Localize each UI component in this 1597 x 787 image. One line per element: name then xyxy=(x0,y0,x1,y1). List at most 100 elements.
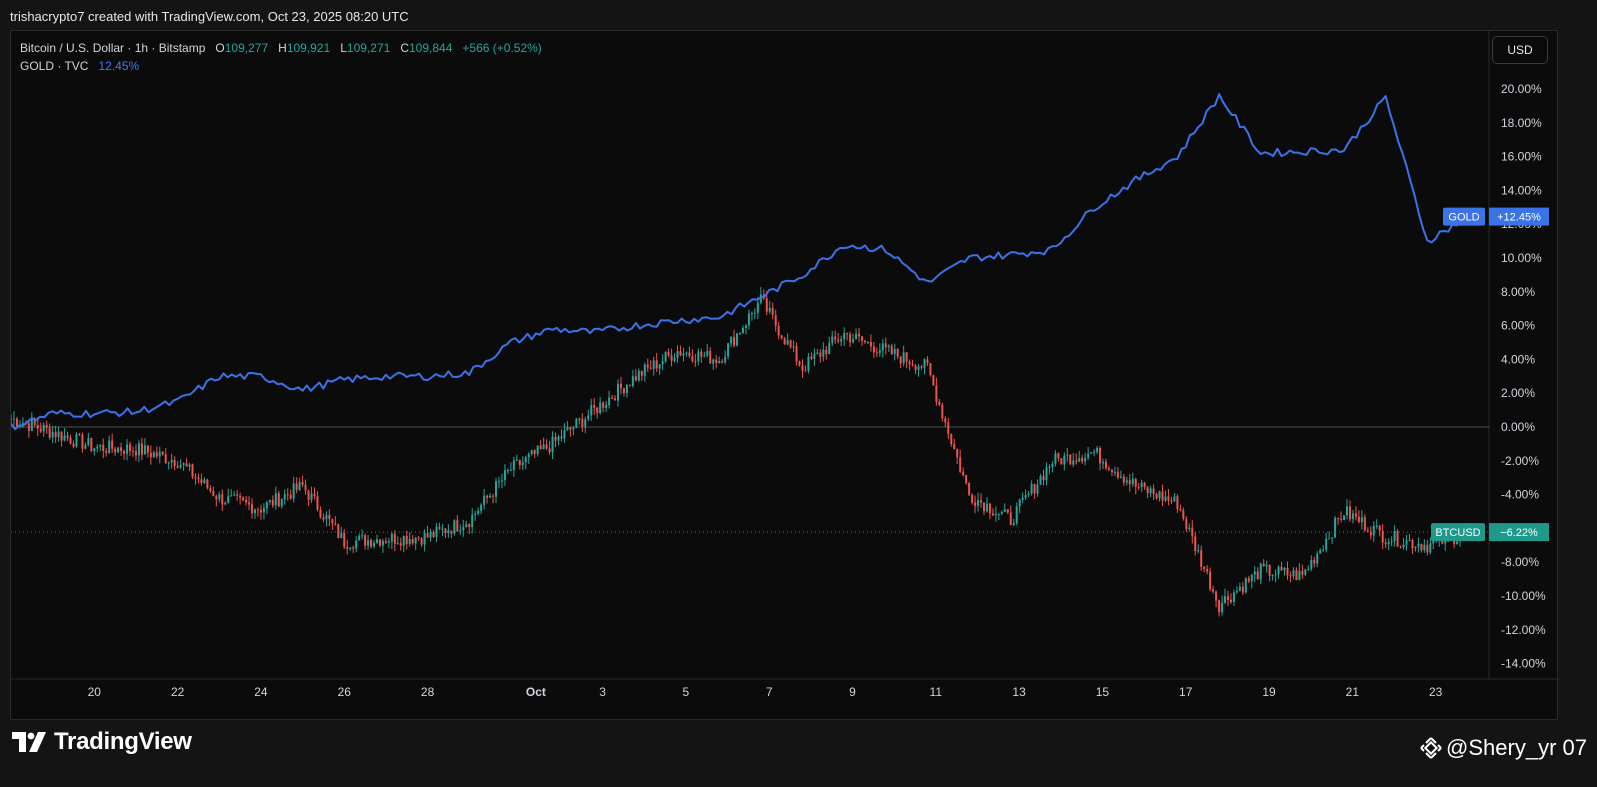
btc-candle-body xyxy=(1369,531,1372,536)
btc-candle-body xyxy=(33,419,36,425)
currency-button[interactable]: USD xyxy=(1492,36,1548,64)
legend-main-row[interactable]: Bitcoin / U.S. Dollar · 1h · Bitstamp O1… xyxy=(20,39,542,57)
btc-candle-body xyxy=(39,428,42,432)
btc-candle-body xyxy=(980,500,983,503)
btc-candle-body xyxy=(801,365,804,371)
legend-open-value: 109,277 xyxy=(224,41,269,55)
btc-candle-body xyxy=(1429,543,1432,553)
btc-candle-body xyxy=(117,447,120,453)
btc-candle-body xyxy=(1021,497,1024,500)
btc-candle-body xyxy=(328,514,331,519)
btc-candle-body xyxy=(783,338,786,345)
x-tick-label: 17 xyxy=(1179,685,1193,699)
btc-candle-body xyxy=(265,502,268,509)
btc-candle-body xyxy=(593,405,596,408)
btc-candle-body xyxy=(709,350,712,364)
btc-candle-body xyxy=(256,509,259,511)
btc-candle-body xyxy=(539,445,542,450)
btc-candle-body xyxy=(503,470,506,481)
btc-candle-body xyxy=(1420,543,1423,551)
btc-candle-body xyxy=(143,445,146,455)
btc-candle-body xyxy=(301,482,304,485)
btc-candle-body xyxy=(712,359,715,364)
x-tick-label: 20 xyxy=(88,685,102,699)
btc-candle-body xyxy=(932,375,935,386)
btc-candle-body xyxy=(66,435,69,438)
btc-candle-body xyxy=(1340,518,1343,520)
btc-candle-body xyxy=(560,436,563,439)
btc-candle-body xyxy=(542,444,545,450)
btc-candle-body xyxy=(1343,515,1346,520)
tradingview-brand: TradingView xyxy=(12,728,192,756)
btc-candle-body xyxy=(1155,493,1158,499)
btc-candle-body xyxy=(1334,517,1337,538)
btc-candle-body xyxy=(1179,509,1182,511)
btc-candle-body xyxy=(512,460,515,470)
btc-candle-body xyxy=(557,436,560,441)
btcusd-end-label[interactable]: BTCUSD −6.22% xyxy=(1431,523,1549,542)
btc-candle-body xyxy=(1063,455,1066,465)
btc-candle-body xyxy=(1414,546,1417,549)
btc-candle-body xyxy=(747,313,750,326)
btc-candle-body xyxy=(599,402,602,413)
btc-candle-body xyxy=(905,352,908,362)
btc-candle-body xyxy=(1093,451,1096,453)
btc-candle-body xyxy=(1072,460,1075,465)
btc-candle-body xyxy=(1259,563,1262,580)
btc-candle-body xyxy=(631,376,634,386)
btc-candle-body xyxy=(643,364,646,376)
legend-gold-row[interactable]: GOLD · TVC 12.45% xyxy=(20,57,542,75)
btc-candle-body xyxy=(1104,461,1107,469)
legend-high-label: H xyxy=(278,41,287,55)
btc-candle-body xyxy=(277,493,280,507)
gold-end-label[interactable]: GOLD +12.45% xyxy=(1443,207,1549,226)
legend-gold-symbol: GOLD · TVC xyxy=(20,59,89,73)
btc-candle-body xyxy=(1003,509,1006,512)
btc-candle-body xyxy=(343,532,346,547)
btc-candle-body xyxy=(792,346,795,348)
btc-candle-body xyxy=(268,499,271,503)
btc-candle-body xyxy=(602,402,605,408)
btc-candle-body xyxy=(1283,567,1286,571)
y-tick-label: 20.00% xyxy=(1501,82,1542,96)
btc-candle-body xyxy=(1122,476,1125,483)
btc-candle-body xyxy=(1325,538,1328,550)
btc-candle-body xyxy=(280,499,283,507)
btc-candle-body xyxy=(530,450,533,455)
btc-candle-body xyxy=(310,493,313,500)
btc-candle-body xyxy=(1262,563,1265,567)
x-tick-label: 26 xyxy=(338,685,352,699)
btc-candle-body xyxy=(462,527,465,531)
btc-candle-body xyxy=(1301,570,1304,575)
btc-candle-body xyxy=(390,533,393,542)
btc-candle-body xyxy=(1426,544,1429,553)
btc-candle-body xyxy=(872,346,875,353)
btc-candle-body xyxy=(855,333,858,340)
btc-candle-body xyxy=(1203,567,1206,569)
btc-candle-body xyxy=(471,514,474,528)
x-tick-label: 11 xyxy=(930,685,943,699)
btc-candle-body xyxy=(1030,484,1033,494)
chart-frame: 20.00%18.00%16.00%14.00%12.00%10.00%8.00… xyxy=(10,30,1559,721)
y-tick-label: 10.00% xyxy=(1501,251,1542,265)
btc-candle-body xyxy=(667,352,670,356)
btc-candle-body xyxy=(1045,467,1048,481)
comparison-chart[interactable]: 20.00%18.00%16.00%14.00%12.00%10.00%8.00… xyxy=(11,31,1559,721)
btc-candle-body xyxy=(375,539,378,543)
btc-candle-body xyxy=(274,493,277,506)
btc-candle-body xyxy=(590,405,593,416)
btc-candle-body xyxy=(736,333,739,346)
x-tick-label: 5 xyxy=(683,685,690,699)
btc-candle-body xyxy=(1009,512,1012,526)
btc-candle-body xyxy=(837,339,840,342)
btc-candle-body xyxy=(920,366,923,368)
tradingview-logo-icon xyxy=(12,732,46,752)
legend-low-value: 109,271 xyxy=(346,41,391,55)
btc-candle-body xyxy=(1277,566,1280,575)
btc-candle-body xyxy=(715,359,718,364)
btc-candle-body xyxy=(944,418,947,423)
btc-candle-body xyxy=(605,405,608,408)
btc-candle-body xyxy=(994,513,997,516)
btc-candle-body xyxy=(1057,453,1060,459)
btc-candle-body xyxy=(950,434,953,445)
